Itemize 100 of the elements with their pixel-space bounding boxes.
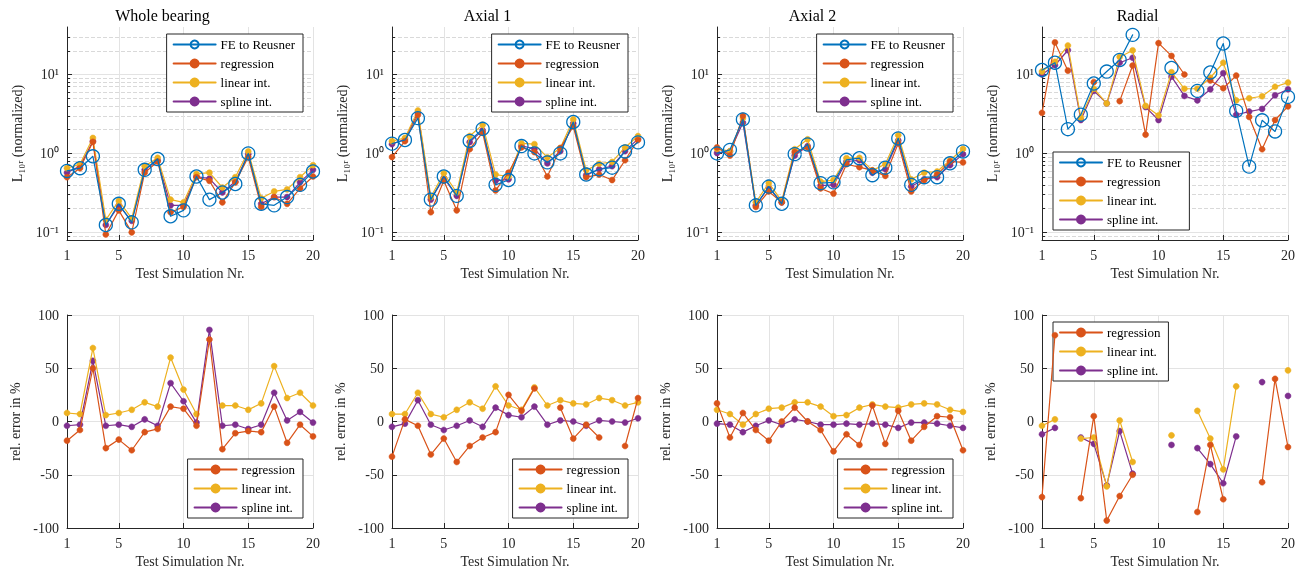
x-axis-title: Test Simulation Nr.	[460, 554, 570, 570]
x-tick-label: 1	[388, 247, 396, 263]
y-axis-title: rel. error in %	[332, 381, 348, 461]
y-axis-title: rel. error in %	[7, 381, 23, 461]
x-tick-label: 15	[241, 247, 256, 263]
y-tick-label: 10⁰	[40, 145, 59, 161]
legend-label: spline int.	[566, 500, 618, 515]
legend-label: regression	[891, 462, 946, 477]
x-tick-label: 10	[176, 535, 191, 551]
x-tick-label: 15	[241, 535, 256, 551]
y-axis-title: L₁₀ᵣ (normalized)	[335, 84, 352, 183]
y-tick-label: -100	[358, 520, 384, 536]
y-tick-label: 100	[688, 307, 709, 323]
legend-label: spline int.	[241, 500, 293, 515]
y-axis-title: rel. error in %	[982, 381, 998, 461]
legend-label: regression	[870, 56, 925, 71]
y-axis-title: L₁₀ᵣ (normalized)	[985, 84, 1002, 183]
y-axis-title: L₁₀ᵣ (normalized)	[10, 84, 27, 183]
y-tick-label: 10¹	[1015, 67, 1034, 83]
legend-label: linear int.	[220, 75, 271, 90]
y-tick-label: 10⁻¹	[1010, 224, 1034, 240]
x-tick-label: 15	[891, 535, 906, 551]
x-tick-label: 20	[306, 247, 320, 263]
y-tick-label: 0	[52, 414, 59, 429]
x-tick-label: 20	[306, 535, 320, 551]
legend-label: spline int.	[545, 94, 597, 109]
legend-label: spline int.	[1107, 363, 1159, 378]
x-tick-label: 10	[501, 535, 516, 551]
x-tick-label: 20	[956, 535, 970, 551]
x-tick-label: 5	[440, 247, 448, 263]
x-tick-label: 10	[176, 247, 191, 263]
x-axis-title: Test Simulation Nr.	[135, 266, 245, 282]
x-tick-label: 20	[1281, 247, 1295, 263]
chart-title: Radial	[1116, 6, 1159, 24]
x-tick-label: 5	[765, 247, 773, 263]
legend-label: regression	[1107, 174, 1161, 189]
y-tick-label: 10⁻¹	[360, 224, 384, 240]
x-tick-label: 15	[566, 247, 581, 263]
y-tick-label: -50	[365, 467, 384, 483]
x-axis-title: Test Simulation Nr.	[785, 554, 895, 570]
x-axis-title: Test Simulation Nr.	[1110, 266, 1220, 282]
y-tick-label: 50	[45, 360, 59, 376]
y-tick-label: 10¹	[40, 67, 59, 83]
legend-label: FE to Reusner	[545, 37, 621, 52]
legend-label: regression	[1107, 325, 1161, 340]
legend-label: regression	[220, 56, 275, 71]
y-tick-label: 10⁰	[1015, 145, 1034, 161]
x-tick-label: 1	[713, 247, 721, 263]
x-tick-label: 20	[956, 247, 970, 263]
chart-title: Whole bearing	[115, 6, 210, 25]
y-axis-title: rel. error in %	[657, 381, 673, 461]
x-tick-label: 15	[1216, 535, 1231, 551]
x-tick-label: 10	[1151, 535, 1166, 551]
y-tick-label: 10¹	[690, 67, 709, 83]
y-tick-label: 50	[370, 360, 384, 376]
y-tick-label: 50	[695, 360, 709, 376]
y-tick-label: 10⁻¹	[35, 224, 59, 240]
y-tick-label: 10⁰	[365, 145, 384, 161]
legend-label: linear int.	[545, 75, 596, 90]
x-tick-label: 1	[1038, 535, 1046, 551]
legend-label: linear int.	[1107, 344, 1157, 359]
x-tick-label: 20	[631, 247, 645, 263]
x-tick-label: 1	[388, 535, 396, 551]
legend-label: FE to Reusner	[1107, 155, 1183, 170]
x-tick-label: 15	[1216, 247, 1231, 263]
y-tick-label: 0	[1027, 414, 1034, 429]
x-tick-label: 10	[826, 247, 841, 263]
x-tick-label: 5	[1090, 535, 1098, 551]
y-tick-label: -50	[690, 467, 709, 483]
x-tick-label: 10	[501, 247, 516, 263]
legend-label: spline int.	[220, 94, 272, 109]
x-tick-label: 20	[1281, 535, 1295, 551]
legend-label: linear int.	[1107, 193, 1157, 208]
legend-label: regression	[545, 56, 600, 71]
x-tick-label: 5	[115, 535, 123, 551]
y-tick-label: -50	[1015, 467, 1034, 483]
y-tick-label: -100	[1008, 520, 1034, 536]
legend-label: FE to Reusner	[870, 37, 946, 52]
legend-label: linear int.	[870, 75, 921, 90]
chart-title: Axial 2	[788, 6, 837, 24]
y-tick-label: -100	[33, 520, 59, 536]
x-tick-label: 5	[440, 535, 448, 551]
legend-label: FE to Reusner	[220, 37, 296, 52]
y-tick-label: 100	[38, 307, 59, 323]
y-tick-label: 10⁻¹	[685, 224, 709, 240]
x-tick-label: 1	[63, 535, 71, 551]
y-tick-label: 50	[1020, 360, 1034, 376]
y-axis-title: L₁₀ᵣ (normalized)	[660, 84, 677, 183]
legend-label: regression	[241, 462, 296, 477]
x-tick-label: 20	[631, 535, 645, 551]
x-tick-label: 5	[1090, 247, 1098, 263]
legend-label: linear int.	[566, 481, 617, 496]
legend-label: spline int.	[1107, 212, 1159, 227]
legend-label: spline int.	[870, 94, 922, 109]
legend-label: spline int.	[891, 500, 943, 515]
y-tick-label: 10⁰	[690, 145, 709, 161]
x-tick-label: 5	[765, 535, 773, 551]
legend-label: regression	[566, 462, 621, 477]
y-tick-label: 100	[1013, 307, 1034, 323]
legend-label: linear int.	[891, 481, 942, 496]
